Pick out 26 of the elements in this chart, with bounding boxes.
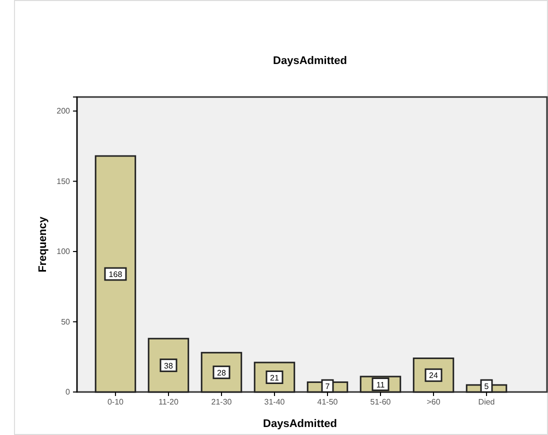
y-tick-label: 100 bbox=[56, 247, 71, 256]
data-label: 38 bbox=[164, 361, 174, 370]
data-label: 28 bbox=[217, 368, 226, 378]
x-tick-label: 51-60 bbox=[370, 398, 392, 407]
y-tick-label: 200 bbox=[56, 106, 71, 116]
data-label: 11 bbox=[376, 380, 386, 390]
y-tick-label: 0 bbox=[66, 388, 71, 397]
x-axis-title: DaysAdmitted bbox=[263, 418, 337, 430]
x-tick-label: 31-40 bbox=[264, 398, 286, 407]
y-tick-label: 50 bbox=[61, 317, 71, 326]
x-tick-label: 0-10 bbox=[107, 398, 124, 407]
bar bbox=[148, 338, 190, 393]
data-label: 7 bbox=[325, 382, 330, 391]
data-label: 5 bbox=[484, 382, 490, 391]
data-label: 21 bbox=[270, 373, 280, 382]
data-label: 168 bbox=[108, 270, 123, 279]
x-tick-label: >60 bbox=[426, 398, 441, 407]
data-label: 24 bbox=[429, 371, 439, 380]
x-tick-label: Died bbox=[478, 398, 495, 407]
bar bbox=[94, 155, 136, 393]
y-axis-title: Frequency bbox=[37, 216, 49, 272]
y-tick-label: 150 bbox=[56, 176, 71, 186]
x-tick-label: 11-20 bbox=[158, 398, 179, 407]
x-tick-label: 21-30 bbox=[211, 398, 232, 407]
chart-title: DaysAdmitted bbox=[273, 55, 347, 67]
x-tick-label: 41-50 bbox=[317, 398, 338, 407]
